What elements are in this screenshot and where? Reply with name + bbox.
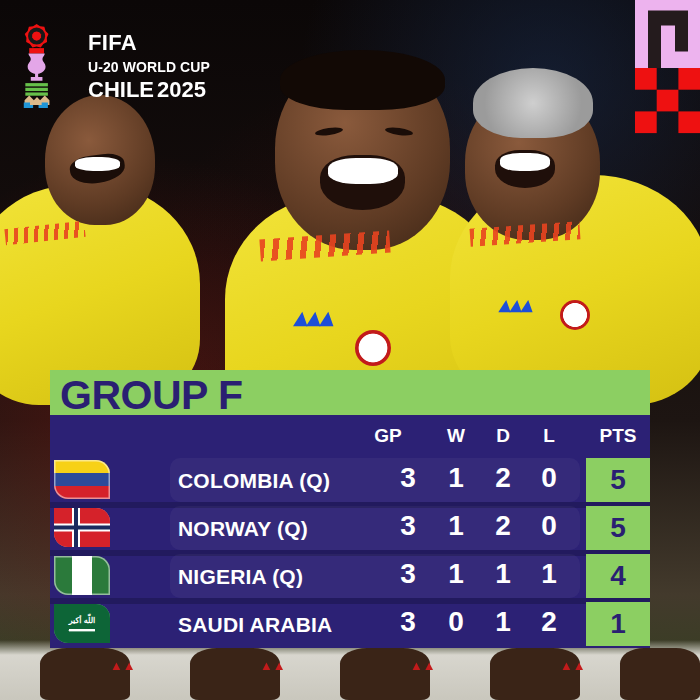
svg-text:اللّه أكبر: اللّه أكبر xyxy=(68,613,96,626)
